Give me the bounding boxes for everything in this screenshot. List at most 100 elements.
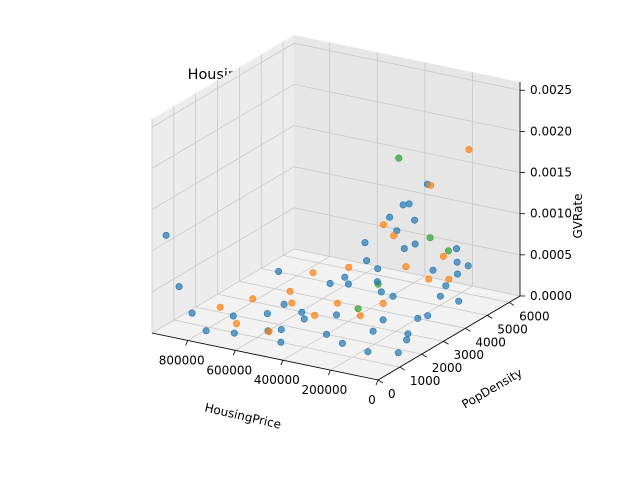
y-tick-mark [487,315,493,319]
y-tick-label: 0 [388,387,396,401]
data-point-series-1 [404,330,412,338]
z-tick-label: 0.0015 [530,166,572,180]
data-point-series-2 [286,287,294,295]
y-tick-mark [399,366,406,371]
data-point-series-3 [426,234,434,242]
data-point-series-1 [405,200,413,208]
z-gridline [151,166,521,252]
data-point-series-1 [389,292,397,300]
data-point-series-2 [465,146,473,154]
data-point-series-3 [444,247,452,255]
data-point-series-2 [216,303,224,311]
x-axis-line [151,332,379,381]
data-point-series-1 [361,239,369,247]
x-axis-label: HousingPrice [203,401,282,432]
data-point-series-1 [277,338,285,346]
z-tick-label: 0.0010 [530,207,572,221]
y-tick-label: 4000 [475,335,506,349]
data-point-series-2 [425,275,433,283]
data-point-series-1 [363,257,371,265]
data-point-series-2 [311,311,319,319]
data-point-series-1 [300,315,308,323]
data-point-series-1 [453,270,461,278]
x-tick-label: 600000 [206,363,252,377]
z-gridline [151,42,521,128]
y-tick-mark [508,302,515,306]
data-point-series-1 [275,267,283,275]
data-point-series-1 [326,279,334,287]
data-point-series-1 [230,329,238,337]
z-gridline [151,125,521,210]
y-tick-mark [421,353,427,358]
x-tick-label: 800000 [159,353,205,367]
data-point-series-1 [263,310,271,318]
data-point-series-1 [322,330,330,338]
x-tick-label: 0 [368,393,376,407]
data-point-series-2 [345,263,353,271]
data-point-series-1 [400,245,408,253]
z-gridline [151,207,521,293]
y-tick-mark [377,379,384,384]
data-point-series-1 [369,327,377,335]
data-point-series-1 [374,265,382,273]
data-point-series-1 [399,201,407,209]
axis-lines [151,82,521,381]
data-point-series-1 [338,339,346,347]
z-axis-label: GVRate [571,193,585,238]
data-point-series-1 [298,308,306,316]
data-point-series-1 [394,349,402,357]
x-tick-label: 200000 [302,383,348,397]
data-point-series-2 [288,299,296,307]
data-point-series-1 [403,336,411,344]
data-point-series-2 [379,299,387,307]
data-point-series-2 [265,328,273,336]
data-point-series-1 [377,288,385,296]
data-point-series-1 [188,309,196,317]
x-tick-mark [232,350,236,356]
data-point-series-2 [402,263,410,271]
y-tick-mark [443,340,449,345]
data-point-series-1 [277,325,285,333]
data-point-series-1 [393,227,401,235]
y-tick-mark [465,327,471,332]
data-point-series-1 [229,312,237,320]
data-point-series-2 [439,252,447,260]
z-gridline [151,83,521,169]
z-tick-label: 0.0000 [530,289,572,303]
y-axis-label: PopDensity [459,366,524,412]
data-point-series-1 [429,266,437,274]
left-pane [152,35,294,333]
data-point-series-1 [386,213,394,221]
x-tick-mark [375,379,379,386]
data-point-series-1 [162,231,170,239]
data-point-series-1 [452,245,460,253]
data-point-series-2 [309,269,317,277]
back-pane [294,35,520,296]
data-point-series-1 [373,278,381,286]
data-point-series-2 [333,299,341,307]
data-point-series-1 [436,292,444,300]
z-tick-label: 0.0005 [530,248,572,262]
data-point-series-2 [379,221,387,229]
data-point-series-1 [442,282,450,290]
data-point-series-1 [280,300,288,308]
x-tick-mark [328,369,331,376]
x-tick-mark [185,340,189,346]
data-point-series-1 [364,348,372,356]
y-tick-label: 1000 [410,374,441,388]
data-point-series-1 [344,280,352,288]
data-point-series-3 [395,154,403,162]
data-point-series-1 [202,327,210,335]
data-point-series-2 [427,181,435,189]
data-point-series-2 [445,275,453,283]
data-point-series-1 [341,273,349,281]
y-axis-line [377,295,521,381]
data-point-series-1 [379,316,387,324]
data-point-series-3 [354,305,362,313]
x-tick-label: 400000 [254,373,300,387]
data-point-series-2 [249,295,257,303]
data-point-series-1 [455,297,463,305]
